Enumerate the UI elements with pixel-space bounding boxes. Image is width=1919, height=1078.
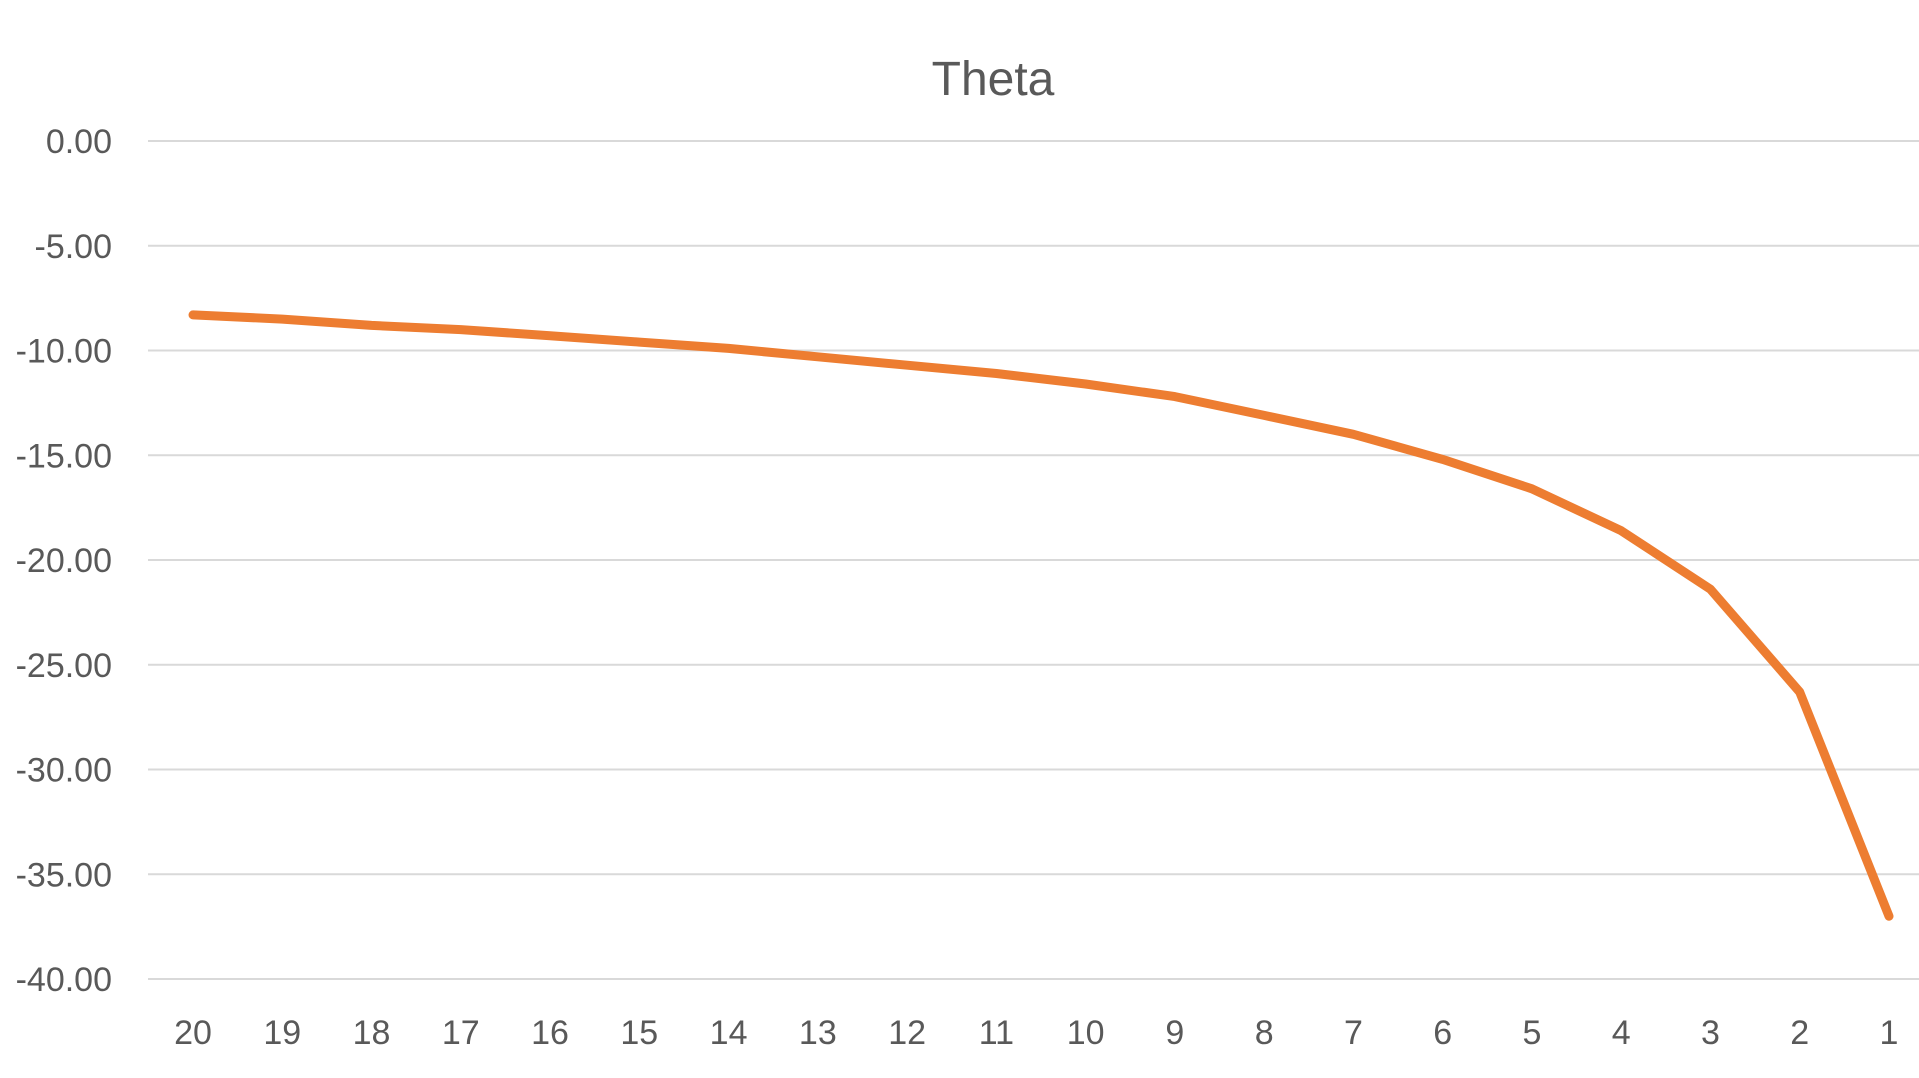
x-tick-label: 10 [1067, 1014, 1105, 1052]
x-tick-label: 14 [710, 1014, 748, 1052]
x-tick-label: 9 [1165, 1014, 1184, 1052]
y-axis-ticks: 0.00 -5.00 -10.00 -15.00 -20.00 -25.00 -30.00 -… [16, 123, 112, 999]
x-axis-ticks: 20 19 18 17 16 15 14 13 12 11 10 9 8 7 6 5 4 3 2 1 [174, 1014, 1898, 1052]
x-tick-label: 8 [1255, 1014, 1274, 1052]
x-tick-label: 17 [442, 1014, 480, 1052]
gridlines [148, 140, 1919, 980]
x-tick-label: 2 [1790, 1014, 1809, 1052]
x-tick-label: 12 [888, 1014, 926, 1052]
x-tick-label: 5 [1522, 1014, 1541, 1052]
x-tick-label: 20 [174, 1014, 212, 1052]
y-tick-label: -5.00 [35, 228, 113, 266]
y-tick-label: -30.00 [16, 752, 112, 790]
x-tick-label: 4 [1612, 1014, 1631, 1052]
chart-title: Theta [932, 53, 1055, 106]
x-tick-label: 19 [263, 1014, 301, 1052]
x-tick-label: 3 [1701, 1014, 1720, 1052]
y-tick-label: -35.00 [16, 856, 112, 894]
y-tick-label: -40.00 [16, 961, 112, 999]
y-tick-label: 0.00 [46, 123, 112, 161]
x-tick-label: 15 [620, 1014, 658, 1052]
y-tick-label: -25.00 [16, 647, 112, 685]
y-tick-label: -20.00 [16, 542, 112, 580]
x-tick-label: 16 [531, 1014, 569, 1052]
x-tick-label: 6 [1433, 1014, 1452, 1052]
x-tick-label: 11 [979, 1014, 1014, 1052]
x-tick-label: 7 [1344, 1014, 1363, 1052]
x-tick-label: 1 [1880, 1014, 1899, 1052]
series-layer [188, 310, 1894, 921]
x-tick-label: 18 [353, 1014, 391, 1052]
x-tick-label: 13 [799, 1014, 837, 1052]
series-line [188, 310, 1894, 921]
y-tick-label: -10.00 [16, 333, 112, 371]
y-tick-label: -15.00 [16, 437, 112, 475]
